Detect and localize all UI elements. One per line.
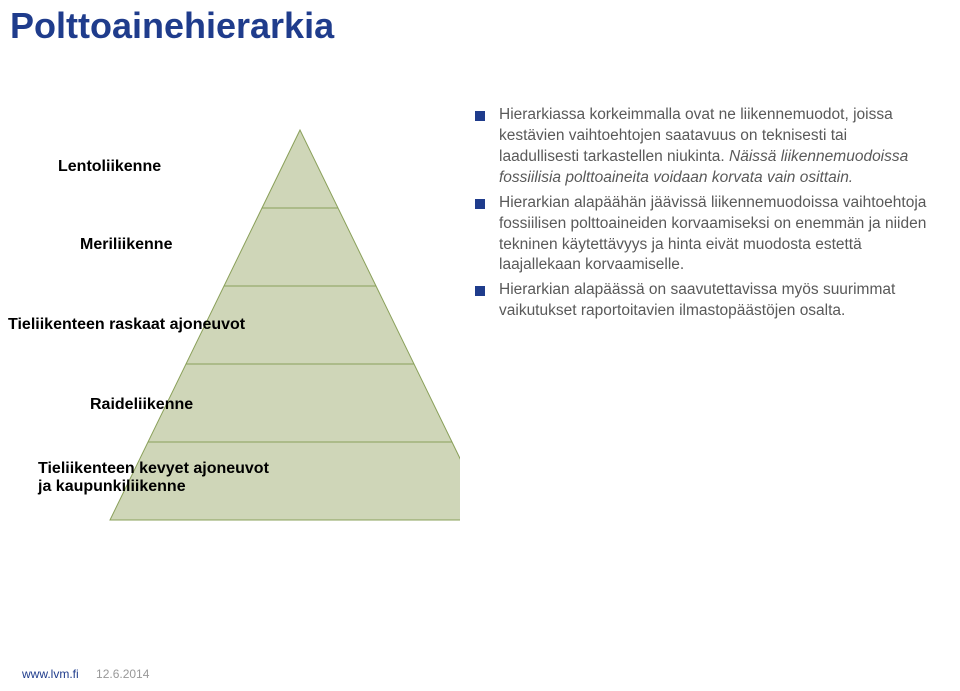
footer: www.lvm.fi 12.6.2014 xyxy=(22,667,149,681)
bullet-item-1: Hierarkian alapäähän jäävissä liikennemu… xyxy=(475,193,930,277)
footer-url: www.lvm.fi xyxy=(22,667,79,681)
pyramid-label-4: Tieliikenteen kevyet ajoneuvot ja kaupun… xyxy=(38,460,269,496)
pyramid-label-3: Raideliikenne xyxy=(90,396,193,414)
bullet-item-2: Hierarkian alapäässä on saavutettavissa … xyxy=(475,280,930,322)
bullet-text-1a: Hierarkian alapäähän jäävissä liikennemu… xyxy=(499,194,926,274)
bullet-list: Hierarkiassa korkeimmalla ovat ne liiken… xyxy=(475,105,930,326)
pyramid-label-1: Meriliikenne xyxy=(80,236,172,254)
bullet-item-0: Hierarkiassa korkeimmalla ovat ne liiken… xyxy=(475,105,930,189)
pyramid-label-2: Tieliikenteen raskaat ajoneuvot xyxy=(8,316,245,334)
pyramid-chart: Lentoliikenne Meriliikenne Tieliikenteen… xyxy=(0,100,460,540)
page-title: Polttoainehierarkia xyxy=(10,5,334,47)
pyramid-label-0: Lentoliikenne xyxy=(58,158,161,176)
footer-date: 12.6.2014 xyxy=(96,667,149,681)
bullet-text-2a: Hierarkian alapäässä on saavutettavissa … xyxy=(499,281,895,319)
